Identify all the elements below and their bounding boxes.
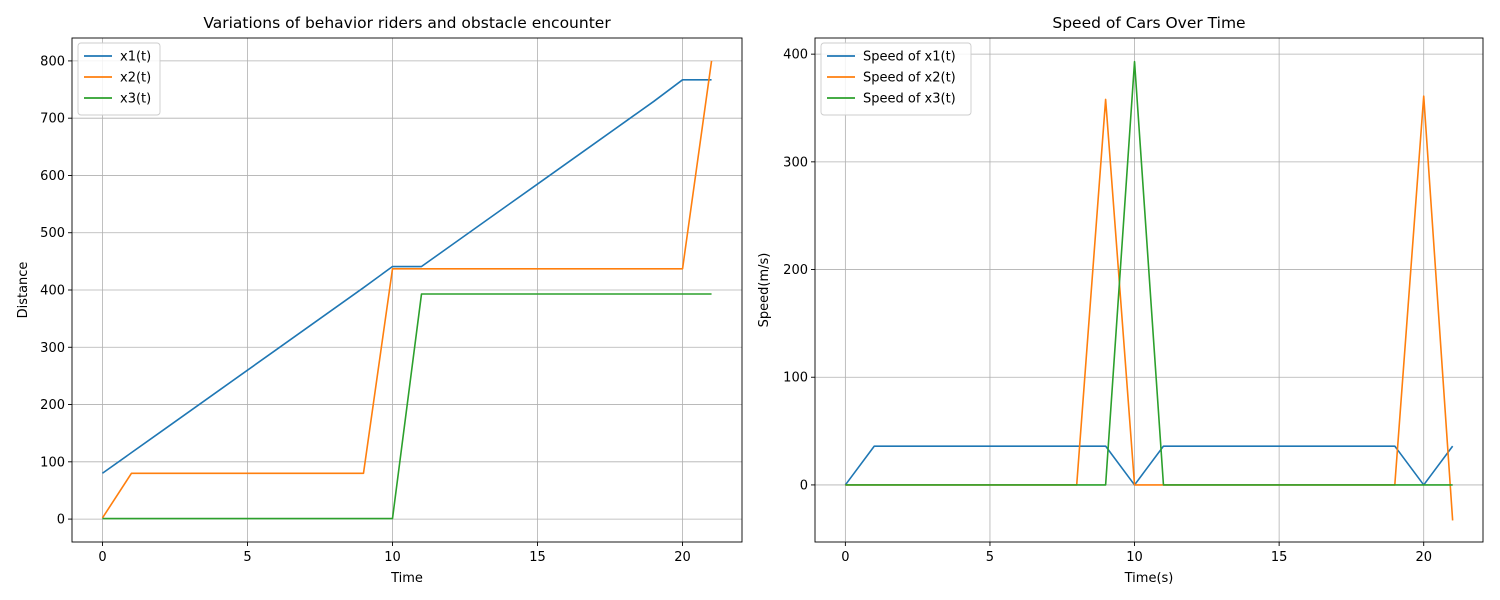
legend-label-3: x3(t) <box>120 92 151 107</box>
legend-label-1: x1(t) <box>120 50 151 65</box>
y-tick-label: 700 <box>40 112 65 127</box>
y-tick-label: 600 <box>40 169 65 184</box>
x-tick-label: 0 <box>98 550 106 565</box>
x-tick-label: 5 <box>986 550 994 565</box>
y-tick-label: 200 <box>783 263 808 278</box>
y-tick-label: 500 <box>40 226 65 241</box>
y-tick-label: 0 <box>800 478 808 493</box>
legend-label-2: Speed of x2(t) <box>863 71 956 86</box>
legend-label-1: Speed of x1(t) <box>863 50 956 65</box>
legend-label-2: x2(t) <box>120 71 151 86</box>
legend-label-3: Speed of x3(t) <box>863 92 956 107</box>
chart-title: Variations of behavior riders and obstac… <box>203 14 611 32</box>
chart-title: Speed of Cars Over Time <box>1052 14 1245 32</box>
series-line-2 <box>845 95 1454 521</box>
axes-frame <box>814 37 1484 543</box>
legend-box <box>77 42 161 116</box>
x-tick-label: 10 <box>1126 550 1143 565</box>
series-line-3 <box>102 293 712 520</box>
x-tick-label: 0 <box>841 550 849 565</box>
series-line-2 <box>101 60 713 519</box>
y-tick-label: 400 <box>40 284 65 299</box>
series-line-1 <box>844 445 1454 486</box>
y-tick-label: 0 <box>57 513 65 528</box>
legend: Speed of x1(t) Speed of x2(t) Speed of x3(… <box>820 42 972 116</box>
y-tick-label: 100 <box>783 371 808 386</box>
x-axis-label: Time <box>390 571 423 586</box>
y-tick-label: 300 <box>783 155 808 170</box>
x-tick-label: 20 <box>1415 550 1432 565</box>
x-tick-label: 20 <box>674 550 691 565</box>
y-tick-label: 800 <box>40 54 65 69</box>
y-axis-label: Distance <box>16 262 31 319</box>
y-tick-label: 200 <box>40 398 65 413</box>
x-axis-label: Time(s) <box>1124 571 1174 586</box>
x-tick-label: 15 <box>1271 550 1288 565</box>
x-tick-label: 10 <box>384 550 401 565</box>
legend: x1(t) x2(t) x3(t) <box>77 42 161 116</box>
y-tick-label: 300 <box>40 341 65 356</box>
x-tick-label: 15 <box>529 550 546 565</box>
y-tick-label: 100 <box>40 455 65 470</box>
legend-box <box>820 42 972 116</box>
y-tick-label: 400 <box>783 48 808 63</box>
x-tick-label: 5 <box>243 550 251 565</box>
y-axis-label: Speed(m/s) <box>757 253 772 328</box>
series-line-3 <box>845 60 1453 486</box>
series-line-1 <box>101 79 712 474</box>
chart-1: 0 5 10 15 200100200300400500600700800Variati… <box>16 14 743 586</box>
